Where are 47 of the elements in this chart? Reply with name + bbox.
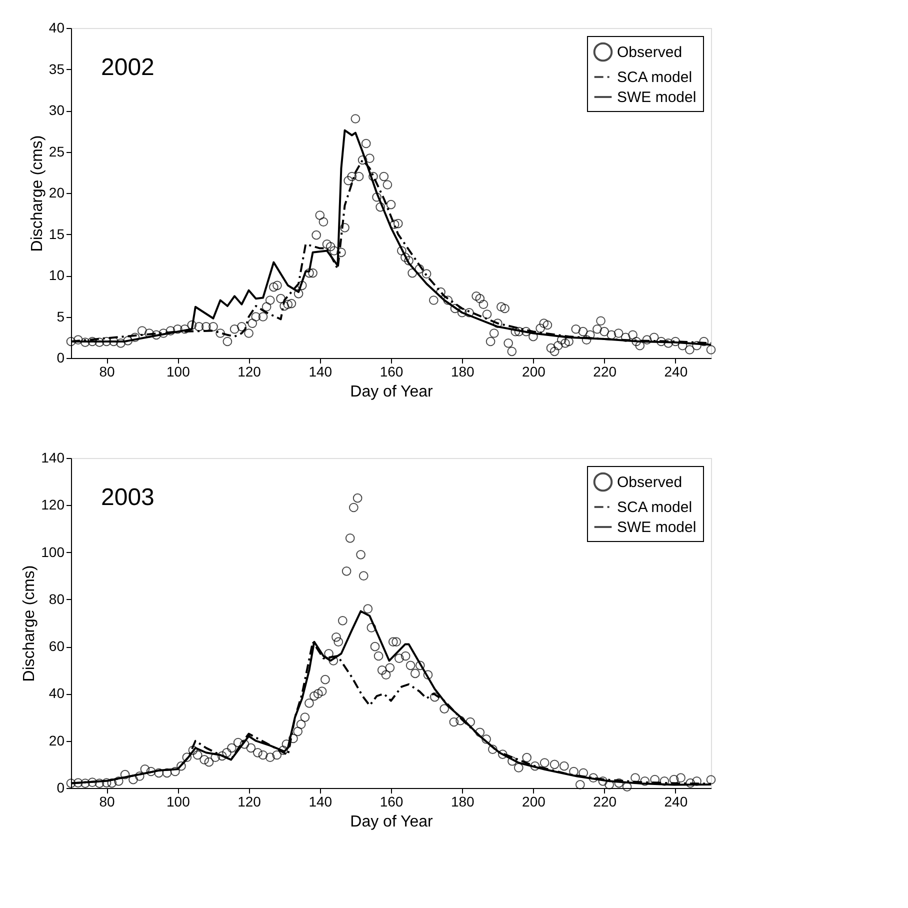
x-tick-label: 120 <box>238 794 262 810</box>
y-tick-label: 0 <box>56 780 65 796</box>
y-tick-label: 10 <box>48 267 65 283</box>
legend-label: SCA model <box>617 499 692 516</box>
y-tick-label: 30 <box>48 102 65 118</box>
x-tick-label: 100 <box>166 364 190 380</box>
x-tick-label: 220 <box>593 364 617 380</box>
x-tick-label: 180 <box>450 794 475 810</box>
y-axis-title: Discharge (cms) <box>21 565 38 682</box>
x-tick-label: 100 <box>166 794 190 810</box>
x-axis-title: Day of Year <box>350 384 434 400</box>
y-axis-title: Discharge (cms) <box>28 135 46 252</box>
annotation: 2002 <box>101 54 154 81</box>
legend-label: Observed <box>617 474 682 491</box>
x-tick-label: 140 <box>308 364 332 380</box>
y-tick-label: 140 <box>41 450 65 466</box>
y-tick-label: 60 <box>48 638 65 654</box>
x-tick-label: 220 <box>593 794 617 810</box>
x-tick-label: 200 <box>522 364 546 380</box>
legend-label: SWE model <box>617 519 696 536</box>
x-tick-label: 160 <box>380 794 404 810</box>
y-tick-label: 20 <box>48 732 65 748</box>
x-tick-label: 180 <box>450 364 475 380</box>
x-tick-label: 80 <box>99 364 116 380</box>
legend-label: SWE model <box>617 89 696 106</box>
y-tick-label: 5 <box>56 308 65 324</box>
y-tick-label: 25 <box>48 143 65 160</box>
x-tick-label: 200 <box>522 794 546 810</box>
y-tick-label: 80 <box>48 590 65 607</box>
x-tick-label: 80 <box>99 794 116 810</box>
x-tick-label: 160 <box>380 364 404 380</box>
x-tick-label: 240 <box>664 794 688 810</box>
y-tick-label: 0 <box>56 350 65 366</box>
y-tick-label: 120 <box>41 496 65 513</box>
x-tick-label: 140 <box>308 794 332 810</box>
y-tick-label: 40 <box>48 685 65 702</box>
y-tick-label: 20 <box>48 184 65 200</box>
x-tick-label: 120 <box>238 364 262 380</box>
x-axis-title: Day of Year <box>350 814 434 830</box>
y-tick-label: 35 <box>48 60 65 77</box>
x-tick-label: 240 <box>664 364 688 380</box>
y-tick-label: 100 <box>41 544 65 560</box>
legend-label: SCA model <box>617 69 692 86</box>
y-tick-label: 15 <box>48 226 65 242</box>
annotation: 2003 <box>101 484 154 511</box>
legend-label: Observed <box>617 44 682 61</box>
y-tick-label: 40 <box>48 20 65 36</box>
